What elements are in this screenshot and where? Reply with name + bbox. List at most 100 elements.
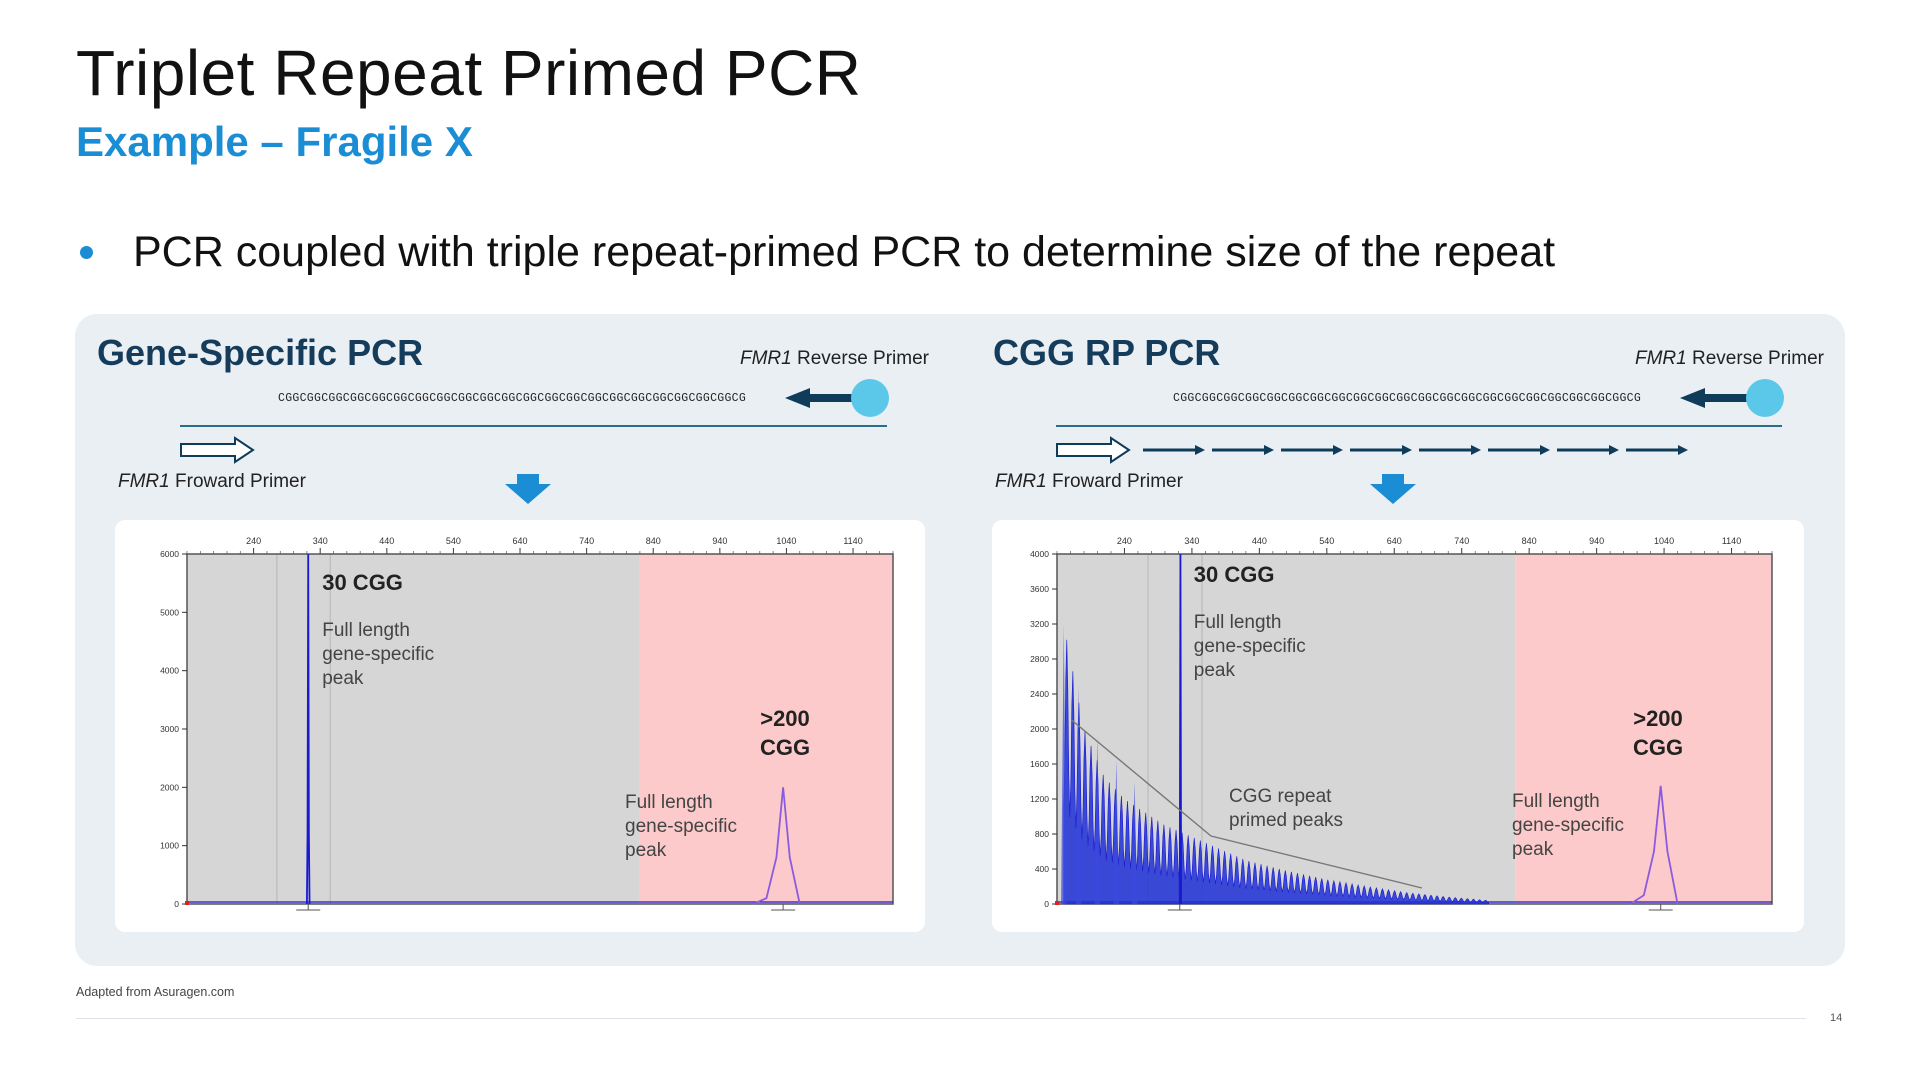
left-forward-gene: FMR1	[118, 471, 170, 492]
right-chart-pink-region	[1515, 554, 1772, 904]
repeat-primer-arrowhead	[1264, 445, 1274, 455]
left-chart-gray-region	[187, 554, 640, 904]
right-chart-large-desc-2: gene-specific	[1512, 815, 1624, 836]
left-forward-primer-icon	[180, 436, 255, 464]
right-forward-primer-icon	[1056, 436, 1131, 464]
right-chart-large-desc-3: peak	[1512, 839, 1554, 860]
right-chart-peak-label: 30 CGG	[1194, 562, 1275, 587]
left-chart-x-tick-label: 640	[513, 536, 528, 546]
right-reverse-text: Reverse Primer	[1686, 348, 1824, 369]
right-chart-repeat-spike	[1075, 685, 1082, 904]
left-chart-y-tick-label: 4000	[160, 666, 179, 676]
right-chart-x-tick-label: 340	[1184, 536, 1199, 546]
left-chart-origin-marker	[185, 901, 189, 905]
left-chart-y-tick-label: 3000	[160, 724, 179, 734]
right-chart-x-tick-label: 640	[1387, 536, 1402, 546]
right-chart-peak-desc-2: gene-specific	[1194, 636, 1306, 657]
repeat-primer-arrowhead	[1540, 445, 1550, 455]
left-reverse-primer-icon	[785, 379, 889, 417]
right-chart-repeat-pointer	[1071, 719, 1423, 889]
bullet-dot-icon	[80, 246, 93, 259]
right-chart-repeat-spike	[1061, 624, 1067, 904]
right-forward-primer-label: FMR1 Froward Primer	[995, 471, 1183, 493]
right-chart-x-tick-label: 740	[1454, 536, 1469, 546]
right-chart-y-tick-label: 2800	[1030, 654, 1049, 664]
right-chart-repeat-spike	[1131, 781, 1138, 904]
right-primer-diagram	[1056, 379, 1784, 464]
footer-divider	[76, 1018, 1806, 1019]
left-chart-x-tick-label: 1040	[776, 536, 796, 546]
left-chart-box: 240 340 440 540 640 740 840 940 1040 1140 0 1000 200…	[115, 520, 925, 932]
left-chart-large-label-1: >200	[760, 706, 810, 731]
right-chart-y-tick-label: 1200	[1030, 794, 1049, 804]
right-chart-x-tick-label: 540	[1319, 536, 1334, 546]
bullet-item: PCR coupled with triple repeat-primed PC…	[76, 228, 1555, 277]
right-chart-y-tick-label: 400	[1035, 864, 1049, 874]
left-chart-x-tick-label: 340	[313, 536, 328, 546]
right-chart-large-desc-1: Full length	[1512, 791, 1600, 812]
left-forward-text: Froward Primer	[169, 471, 306, 492]
left-chart-x-tick-label: 240	[246, 536, 261, 546]
left-chart-peak-1	[752, 787, 801, 905]
right-chart-origin-marker	[1055, 901, 1059, 905]
left-chart-y-tick-label: 5000	[160, 607, 179, 617]
right-chart-x-tick-label: 940	[1589, 536, 1604, 546]
repeat-primer-arrowhead	[1678, 445, 1688, 455]
slide-title: Triplet Repeat Primed PCR	[76, 37, 862, 109]
left-reverse-gene: FMR1	[740, 348, 792, 369]
repeat-primer-arrowhead	[1333, 445, 1343, 455]
left-chart-y-tick-label: 6000	[160, 549, 179, 559]
source-footnote: Adapted from Asuragen.com	[76, 985, 235, 999]
left-chart-large-desc-2: gene-specific	[625, 816, 737, 837]
left-chart-peak-desc-2: gene-specific	[322, 644, 434, 665]
left-electropherogram: 240 340 440 540 640 740 840 940 1040 1140 0 1000 200…	[160, 536, 894, 911]
right-chart-y-tick-label: 3200	[1030, 619, 1049, 629]
left-chart-peak-desc-1: Full length	[322, 620, 410, 641]
left-primer-diagram	[180, 379, 889, 464]
right-sequence: CGGCGGCGGCGGCGGCGGCGGCGGCGGCGGCGGCGGCGGC…	[1173, 392, 1642, 405]
left-chart-x-tick-label: 440	[379, 536, 394, 546]
left-chart-peak-label: 30 CGG	[322, 570, 403, 595]
left-chart-large-desc-3: peak	[625, 840, 667, 861]
left-down-arrow-icon	[505, 474, 551, 504]
right-chart-repeat-spike	[1094, 737, 1101, 904]
repeat-primer-arrowhead	[1609, 445, 1619, 455]
left-chart-peak-desc-3: peak	[322, 668, 364, 689]
right-chart-y-tick-label: 0	[1044, 899, 1049, 909]
left-chart-x-tick-label: 1140	[843, 536, 862, 546]
right-chart-box: 240 340 440 540 640 740 840 940 1040 1140 0 400 800 1…	[992, 520, 1804, 932]
right-chart-large-label-2: CGG	[1633, 735, 1683, 760]
repeat-primer-arrowhead	[1195, 445, 1205, 455]
left-chart-x-tick-label: 940	[712, 536, 727, 546]
left-chart-x-tick-label: 540	[446, 536, 461, 546]
left-sequence: CGGCGGCGGCGGCGGCGGCGGCGGCGGCGGCGGCGGCGGC…	[278, 392, 747, 405]
bullet-text: PCR coupled with triple repeat-primed PC…	[133, 228, 1556, 276]
right-reverse-primer-label: FMR1 Reverse Primer	[1635, 348, 1824, 370]
right-reverse-gene: FMR1	[1635, 348, 1687, 369]
right-chart-peak-1	[1178, 553, 1183, 905]
left-chart-peak-0	[305, 553, 311, 905]
diagram-panel: Gene-Specific PCR FMR1 Reverse Primer CG…	[75, 314, 1845, 966]
right-chart-peak-2	[1629, 785, 1679, 905]
right-chart-large-label-1: >200	[1633, 706, 1683, 731]
right-chart-y-tick-label: 1600	[1030, 759, 1049, 769]
right-down-arrow-icon	[1370, 474, 1416, 504]
left-chart-large-label-2: CGG	[760, 735, 810, 760]
left-chart-y-tick-label: 1000	[160, 841, 179, 851]
left-chart-y-tick-label: 2000	[160, 782, 179, 792]
right-forward-text: Froward Primer	[1046, 471, 1183, 492]
right-chart-repeat-spike	[1113, 759, 1120, 904]
left-reverse-primer-label: FMR1 Reverse Primer	[740, 348, 929, 370]
right-reverse-primer-icon	[1680, 379, 1784, 417]
page-number: 14	[1830, 1012, 1843, 1024]
left-chart-large-desc-1: Full length	[625, 792, 713, 813]
repeat-primer-arrowhead	[1402, 445, 1412, 455]
right-chart-x-tick-label: 240	[1117, 536, 1132, 546]
right-chart-x-tick-label: 1140	[1722, 536, 1741, 546]
left-chart-pink-region	[639, 554, 893, 904]
right-forward-gene: FMR1	[995, 471, 1047, 492]
right-chart-x-tick-label: 440	[1252, 536, 1267, 546]
right-chart-repeat-desc-1: CGG repeat	[1229, 786, 1332, 807]
left-chart-x-tick-label: 840	[646, 536, 661, 546]
right-chart-repeat-desc-2: primed peaks	[1229, 810, 1343, 831]
